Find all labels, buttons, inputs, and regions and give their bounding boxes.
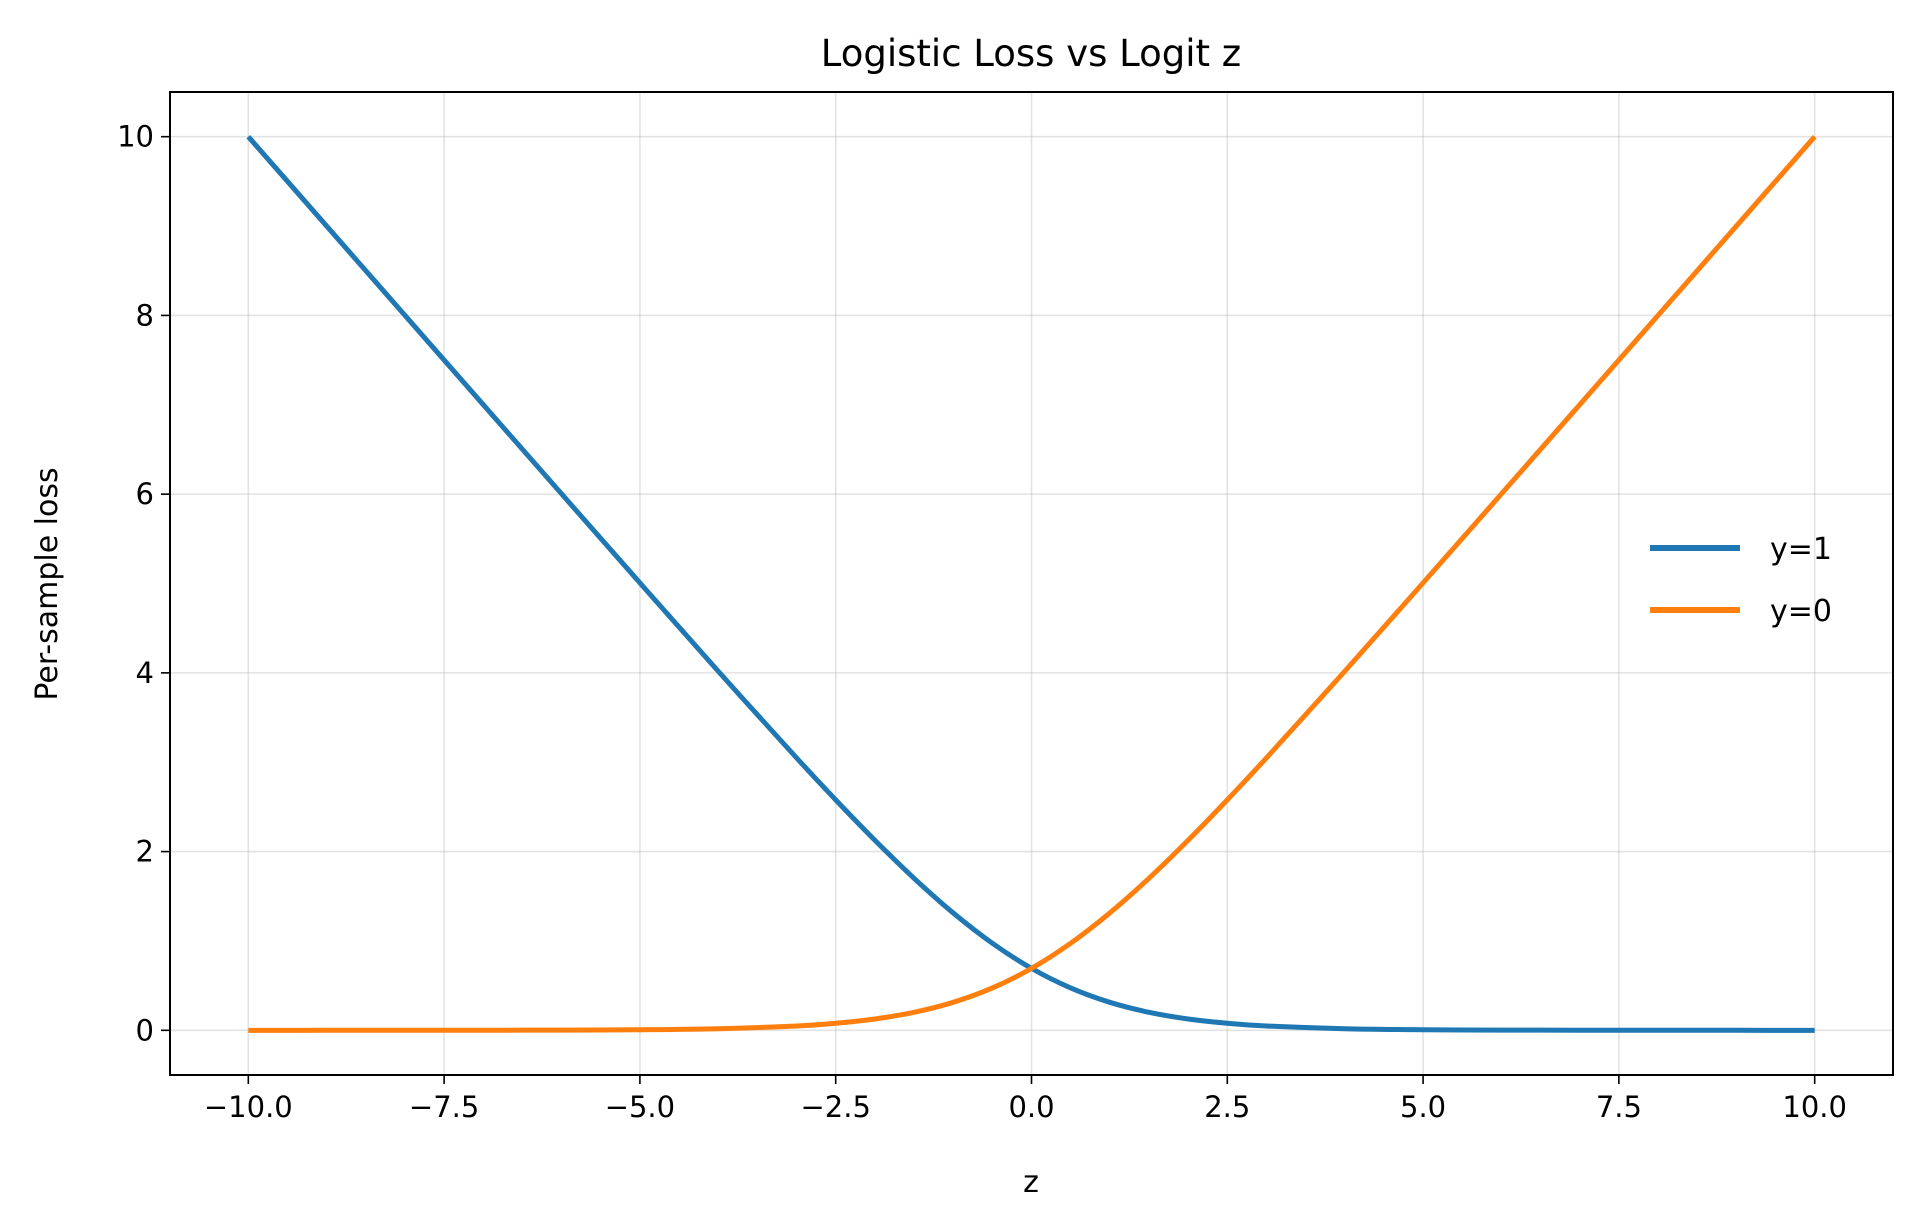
series-line-y-1 (246, 135, 1815, 1033)
x-axis-label: z (1023, 1165, 1039, 1200)
y-tick-label: 0 (136, 1013, 154, 1047)
x-tick-label: −10.0 (204, 1090, 293, 1124)
x-tick-label: 10.0 (1782, 1090, 1847, 1124)
grid (170, 92, 1893, 1075)
series-line-y-0 (248, 135, 1817, 1033)
y-axis-label: Per-sample loss (30, 467, 65, 700)
y-tick-label: 6 (136, 477, 154, 511)
legend-label: y=0 (1770, 594, 1832, 629)
x-tick-label: −7.5 (409, 1090, 479, 1124)
series-layer (246, 135, 1817, 1033)
x-tick-label: −5.0 (605, 1090, 675, 1124)
x-tick-label: −2.5 (800, 1090, 870, 1124)
x-tick-label: 5.0 (1400, 1090, 1446, 1124)
y-tick-label: 8 (136, 298, 154, 332)
chart-title: Logistic Loss vs Logit z (821, 32, 1241, 75)
x-tick-label: 0.0 (1008, 1090, 1054, 1124)
y-tick-label: 2 (136, 835, 154, 869)
axis-ticks: −10.0 −7.5 −5.0 −2.5 0.0 2.5 5.0 7.5 10.0 0 2 4 6 8 10 (117, 120, 1847, 1124)
x-tick-label: 7.5 (1596, 1090, 1642, 1124)
legend: y=1 y=0 (1650, 532, 1832, 629)
y-tick-label: 10 (117, 120, 154, 154)
legend-label: y=1 (1770, 532, 1832, 567)
y-tick-label: 4 (136, 656, 154, 690)
x-tick-label: 2.5 (1204, 1090, 1250, 1124)
